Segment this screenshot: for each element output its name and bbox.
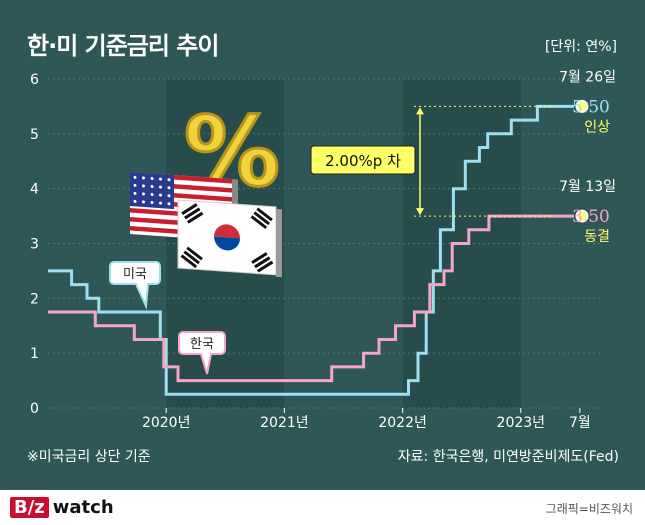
gap-arrow-head [416,107,424,115]
y-tick-label: 1 [30,346,39,362]
unit-note: [단위: 연%] [544,39,617,55]
page-title: 한·미 기준금리 추이 [27,32,219,60]
y-tick-label: 0 [30,401,39,417]
callout-kr [178,331,226,375]
end-change-kr: 동결 [584,229,610,245]
y-tick-label: 4 [30,182,39,198]
end-marker-us [575,99,589,113]
footer-bar: B/z watch 그래픽=비즈워치 [0,490,645,525]
end-change-us: 인상 [584,119,610,135]
x-tick-label: 2020년 [142,415,191,431]
footnote: ※미국금리 상단 기준 [27,449,151,465]
end-value-us: 5.50 [572,97,610,117]
kr-flag-icon [177,199,282,278]
end-marker-kr [575,209,589,223]
source-note: 자료: 한국은행, 미연방준비제도(Fed) [397,449,619,465]
y-tick-label: 2 [30,291,39,307]
end-date-us: 7월 26일 [559,69,616,85]
end-value-kr: 3.50 [572,207,610,227]
gap-badge [310,145,416,175]
y-tick-label: 5 [30,127,39,143]
end-date-kr: 7월 13일 [559,179,616,195]
brand-logo: B/z watch [10,497,114,518]
y-tick-label: 3 [30,237,39,253]
callout-us [109,261,161,310]
rate-illustration: % [130,95,282,278]
graphic-credit: 그래픽=비즈워치 [545,502,633,516]
callout-us-label: 미국 [123,267,147,282]
series-line-kr [48,214,574,383]
callout-kr-label: 한국 [190,337,214,352]
y-tick-label: 6 [30,72,39,88]
x-tick-label: 2022년 [378,415,427,431]
x-tick-label: 7월 [569,415,591,431]
x-tick-label: 2021년 [260,415,309,431]
x-tick-label: 2023년 [497,415,546,431]
gap-badge-label: 2.00%p 차 [325,152,401,170]
gap-arrow-head [416,208,424,216]
